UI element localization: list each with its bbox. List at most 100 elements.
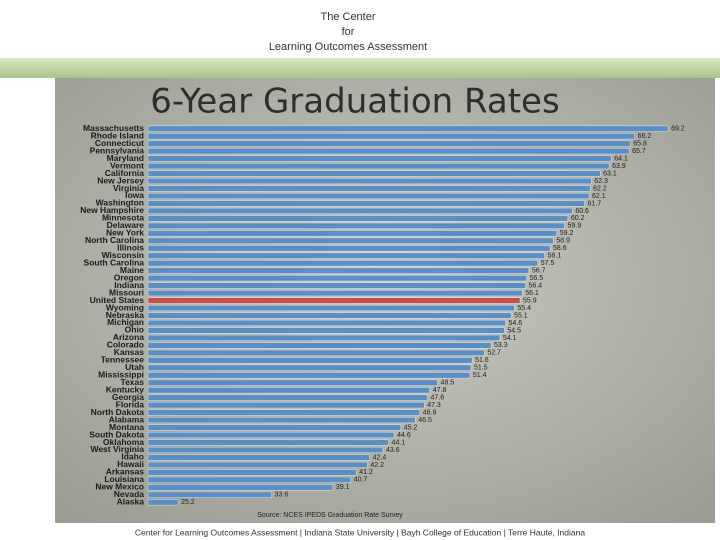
value-label: 55.4 <box>517 305 531 312</box>
bar <box>147 469 357 476</box>
value-label: 60.2 <box>571 215 585 222</box>
y-tick-label: Georgia <box>112 392 144 402</box>
bar <box>147 215 569 222</box>
bar <box>147 155 612 162</box>
y-tick-label: Mississippi <box>98 370 144 380</box>
y-tick-label: California <box>105 168 144 178</box>
bar <box>147 267 530 274</box>
bar <box>147 387 430 394</box>
value-label: 61.7 <box>588 200 602 207</box>
value-label: 63.1 <box>603 170 617 177</box>
value-label: 48.5 <box>441 380 455 387</box>
y-tick-label: Maine <box>120 265 144 275</box>
bar <box>147 334 501 341</box>
header-line: The Center <box>320 11 375 23</box>
bar <box>147 379 438 386</box>
bar <box>147 319 506 327</box>
value-label: 59.2 <box>560 230 574 237</box>
bar <box>147 260 538 267</box>
bar <box>147 372 471 379</box>
y-tick-label: Delaware <box>107 220 145 230</box>
value-label: 42.2 <box>370 462 384 469</box>
bar <box>147 417 416 424</box>
bar <box>147 402 425 409</box>
value-label: 59.9 <box>568 223 582 230</box>
bar <box>147 484 334 491</box>
value-label: 43.6 <box>386 447 400 454</box>
bar <box>147 342 492 349</box>
y-tick-label: New York <box>106 228 144 238</box>
value-label: 54.6 <box>508 320 522 327</box>
y-tick-label: Idaho <box>121 452 144 462</box>
value-label: 51.4 <box>473 372 487 379</box>
value-label: 46.5 <box>418 417 432 424</box>
value-label: 63.9 <box>612 163 626 170</box>
bar <box>147 312 512 319</box>
y-tick-label: Oklahoma <box>103 437 144 447</box>
value-label: 66.2 <box>638 133 652 140</box>
value-label: 65.8 <box>633 141 647 148</box>
bar <box>147 237 554 244</box>
bar <box>147 297 521 304</box>
header-line: for <box>342 26 355 38</box>
bar <box>147 499 179 506</box>
bar <box>147 222 565 229</box>
y-tick-label: Nebraska <box>106 310 145 320</box>
y-tick-label: South Dakota <box>89 429 144 439</box>
y-tick-label: United States <box>90 295 145 305</box>
header-line: Learning Outcomes Assessment <box>269 41 427 53</box>
value-label: 56.7 <box>532 268 546 275</box>
bar <box>147 207 573 214</box>
y-tick-label: Maryland <box>107 153 144 163</box>
bar <box>147 349 485 356</box>
value-label: 62.2 <box>593 185 607 192</box>
y-tick-label: Arkansas <box>106 467 145 477</box>
bar <box>147 177 592 185</box>
value-label: 55.9 <box>523 297 537 304</box>
bar <box>147 245 551 252</box>
footer: Center for Learning Outcomes Assessment … <box>135 527 585 537</box>
y-tick-label: Tennessee <box>101 355 145 365</box>
value-label: 47.6 <box>431 395 445 402</box>
value-label: 47.3 <box>427 402 441 409</box>
value-label: 40.7 <box>354 477 368 484</box>
y-tick-label: Florida <box>116 399 145 409</box>
bar <box>147 461 368 468</box>
y-tick-label: North Carolina <box>85 235 144 245</box>
bar <box>147 148 630 155</box>
y-tick-label: Illinois <box>117 243 144 253</box>
bar <box>147 439 389 446</box>
y-tick-label: Iowa <box>125 190 144 200</box>
bar <box>147 185 591 192</box>
y-tick-label: Oregon <box>114 272 144 282</box>
y-tick-label: Pennsylvania <box>90 145 145 155</box>
y-tick-label: Louisiana <box>104 474 144 484</box>
y-tick-label: Hawaii <box>117 459 144 469</box>
value-label: 58.6 <box>553 245 567 252</box>
value-label: 41.2 <box>359 469 373 476</box>
bar <box>147 424 402 431</box>
y-tick-label: Indiana <box>114 280 144 290</box>
value-label: 53.3 <box>494 342 508 349</box>
value-label: 45.2 <box>404 424 418 431</box>
bar <box>147 192 590 200</box>
value-label: 47.8 <box>433 387 447 394</box>
bar <box>147 133 635 140</box>
bar <box>147 431 395 439</box>
bar <box>147 454 370 461</box>
y-tick-label: Washington <box>96 198 144 208</box>
value-label: 69.2 <box>671 126 685 133</box>
y-tick-label: Kansas <box>114 347 145 357</box>
bar <box>147 163 610 170</box>
y-tick-label: Massachusetts <box>83 123 144 133</box>
bar <box>147 140 631 147</box>
bar <box>147 446 384 454</box>
bar <box>147 476 351 483</box>
bar <box>147 357 473 364</box>
y-tick-label: South Carolina <box>84 257 145 267</box>
value-label: 62.1 <box>592 193 606 200</box>
bar <box>147 125 669 132</box>
chart-title: 6-Year Graduation Rates <box>150 82 559 122</box>
value-label: 51.6 <box>475 357 489 364</box>
y-tick-label: Arizona <box>113 332 144 342</box>
